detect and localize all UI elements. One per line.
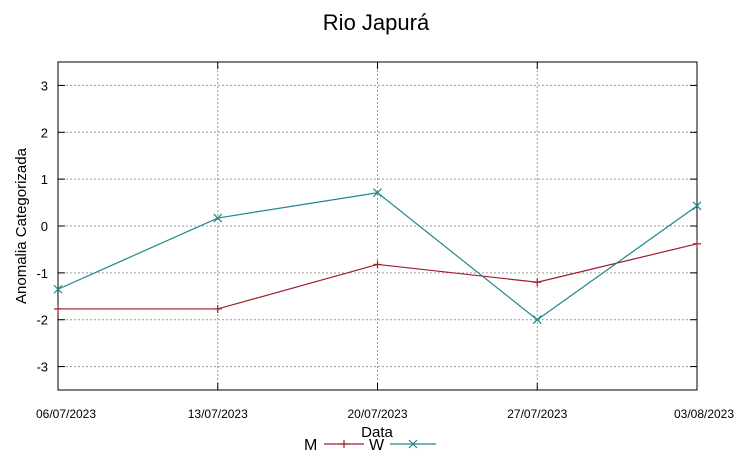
marker-stroke <box>532 315 542 325</box>
x-tick-label: 06/07/2023 <box>36 407 96 421</box>
y-axis-label: Anomalia Categorizada <box>13 147 30 304</box>
legend-marker <box>408 439 418 449</box>
data-point <box>692 201 702 211</box>
data-point <box>693 239 701 248</box>
x-tick-label: 20/07/2023 <box>347 407 407 421</box>
data-point <box>213 304 222 313</box>
marker-stroke <box>373 188 382 198</box>
y-tick-label: 1 <box>41 172 48 187</box>
series-w <box>53 188 702 325</box>
y-tick-label: 2 <box>41 125 48 140</box>
data-point <box>373 188 382 198</box>
x-tick-label: 27/07/2023 <box>507 407 567 421</box>
x-tick-labels: 06/07/2023 13/07/2023 20/07/2023 27/07/2023… <box>36 407 734 421</box>
data-point <box>53 284 63 294</box>
marker-stroke <box>213 213 223 223</box>
series-group <box>53 188 702 325</box>
x-tick-label: 03/08/2023 <box>674 407 734 421</box>
y-tick-label: -2 <box>36 313 48 328</box>
data-point <box>54 304 62 313</box>
x-tick-label: 13/07/2023 <box>188 407 248 421</box>
y-tick-label: 0 <box>41 219 48 234</box>
x-axis-label: Data <box>361 424 393 441</box>
legend-label: M <box>304 437 317 454</box>
legend-item-w: W <box>369 437 436 454</box>
data-point <box>213 213 223 223</box>
series-m <box>54 239 701 313</box>
y-tick-label: 3 <box>41 78 48 93</box>
y-tick-labels: 3 2 1 0 -1 -2 -3 <box>36 78 48 374</box>
legend-item-m: M <box>304 437 364 454</box>
plot-frame <box>57 61 698 391</box>
legend-label: W <box>369 437 385 454</box>
chart-title: Rio Japurá <box>323 10 430 35</box>
data-point <box>532 315 542 325</box>
data-point <box>533 278 542 287</box>
marker-stroke <box>692 201 702 211</box>
y-tick-label: -3 <box>36 360 48 375</box>
grid-lines <box>57 62 698 390</box>
marker-stroke <box>53 284 63 294</box>
data-point <box>373 260 382 269</box>
y-tick-label: -1 <box>36 266 48 281</box>
